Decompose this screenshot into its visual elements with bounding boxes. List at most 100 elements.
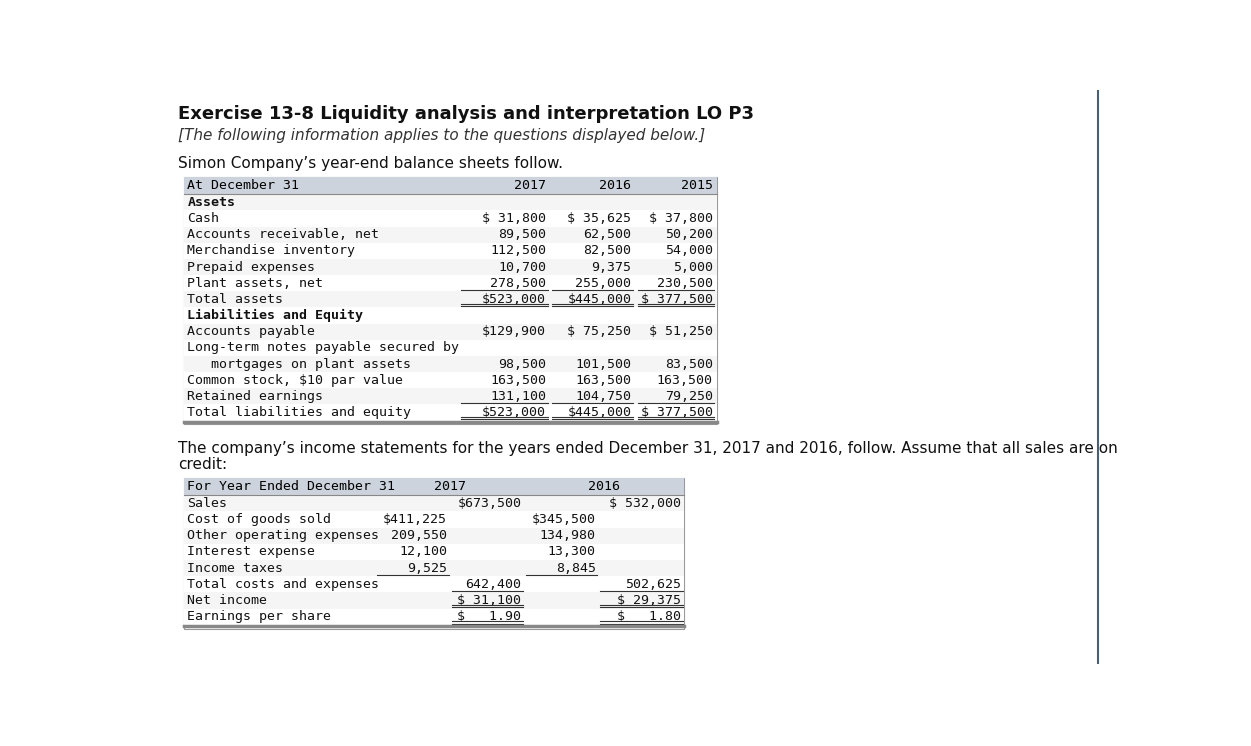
Text: 79,250: 79,250 — [664, 390, 713, 403]
Text: Cash: Cash — [188, 212, 219, 225]
Text: For Year Ended December 31: For Year Ended December 31 — [188, 480, 395, 493]
Bar — [184, 576, 684, 592]
Text: Liabilities and Equity: Liabilities and Equity — [188, 309, 363, 322]
Text: 502,625: 502,625 — [626, 577, 681, 591]
Text: $345,500: $345,500 — [532, 513, 595, 526]
Text: 82,500: 82,500 — [583, 245, 632, 257]
Bar — [184, 609, 684, 624]
Text: 2016: 2016 — [599, 179, 632, 192]
Text: 98,500: 98,500 — [498, 357, 547, 371]
Text: $411,225: $411,225 — [383, 513, 447, 526]
Bar — [184, 259, 717, 275]
Text: 54,000: 54,000 — [664, 245, 713, 257]
Text: $ 51,250: $ 51,250 — [649, 325, 713, 338]
Text: 112,500: 112,500 — [490, 245, 547, 257]
Text: Income taxes: Income taxes — [188, 562, 284, 574]
Bar — [184, 478, 684, 629]
Bar — [184, 512, 684, 527]
Text: $   1.90: $ 1.90 — [458, 610, 522, 623]
Text: 89,500: 89,500 — [498, 228, 547, 241]
Text: Long-term notes payable secured by: Long-term notes payable secured by — [188, 342, 459, 354]
Text: $ 29,375: $ 29,375 — [617, 594, 681, 607]
Text: $523,000: $523,000 — [482, 293, 547, 306]
Bar — [184, 307, 717, 324]
Text: Assets: Assets — [188, 195, 235, 209]
Text: 642,400: 642,400 — [465, 577, 522, 591]
Text: 9,525: 9,525 — [407, 562, 447, 574]
Bar — [184, 372, 717, 388]
Text: Net income: Net income — [188, 594, 268, 607]
Text: $ 75,250: $ 75,250 — [568, 325, 632, 338]
Text: Simon Company’s year-end balance sheets follow.: Simon Company’s year-end balance sheets … — [178, 156, 563, 171]
Bar — [184, 404, 717, 421]
Text: 2015: 2015 — [681, 179, 713, 192]
Text: Other operating expenses: Other operating expenses — [188, 529, 379, 542]
Text: 255,000: 255,000 — [575, 277, 632, 289]
Text: 209,550: 209,550 — [392, 529, 447, 542]
Text: 62,500: 62,500 — [583, 228, 632, 241]
Text: 278,500: 278,500 — [490, 277, 547, 289]
Text: mortgages on plant assets: mortgages on plant assets — [188, 357, 412, 371]
Text: 134,980: 134,980 — [539, 529, 595, 542]
Text: 163,500: 163,500 — [575, 374, 632, 386]
Bar — [184, 339, 717, 356]
Text: $523,000: $523,000 — [482, 406, 547, 419]
Text: Prepaid expenses: Prepaid expenses — [188, 260, 315, 274]
Text: $   1.80: $ 1.80 — [617, 610, 681, 623]
Text: 163,500: 163,500 — [490, 374, 547, 386]
Bar — [184, 291, 717, 307]
Text: 50,200: 50,200 — [664, 228, 713, 241]
Text: $ 377,500: $ 377,500 — [641, 293, 713, 306]
Text: 10,700: 10,700 — [498, 260, 547, 274]
Text: $ 532,000: $ 532,000 — [609, 497, 681, 510]
Bar — [184, 560, 684, 576]
Text: Cost of goods sold: Cost of goods sold — [188, 513, 332, 526]
Text: Exercise 13-8 Liquidity analysis and interpretation LO P3: Exercise 13-8 Liquidity analysis and int… — [178, 105, 754, 123]
Text: [The following information applies to the questions displayed below.]: [The following information applies to th… — [178, 128, 706, 143]
Bar — [184, 324, 717, 339]
Text: $ 31,800: $ 31,800 — [482, 212, 547, 225]
Text: Sales: Sales — [188, 497, 228, 510]
Text: Interest expense: Interest expense — [188, 545, 315, 559]
Text: Total costs and expenses: Total costs and expenses — [188, 577, 379, 591]
Text: $ 31,100: $ 31,100 — [458, 594, 522, 607]
Text: $673,500: $673,500 — [458, 497, 522, 510]
Text: 2016: 2016 — [588, 480, 620, 493]
Text: 2017: 2017 — [514, 179, 547, 192]
Text: $ 37,800: $ 37,800 — [649, 212, 713, 225]
Text: 8,845: 8,845 — [555, 562, 595, 574]
Text: At December 31: At December 31 — [188, 179, 299, 192]
Text: 9,375: 9,375 — [592, 260, 632, 274]
Text: Accounts payable: Accounts payable — [188, 325, 315, 338]
Text: Plant assets, net: Plant assets, net — [188, 277, 323, 289]
Text: credit:: credit: — [178, 457, 228, 471]
Bar — [184, 592, 684, 609]
Bar — [184, 527, 684, 544]
Bar — [184, 356, 717, 372]
Text: 101,500: 101,500 — [575, 357, 632, 371]
Bar — [184, 178, 717, 194]
Bar — [184, 194, 717, 210]
Text: 163,500: 163,500 — [657, 374, 713, 386]
Text: 131,100: 131,100 — [490, 390, 547, 403]
Text: Merchandise inventory: Merchandise inventory — [188, 245, 355, 257]
Text: 230,500: 230,500 — [657, 277, 713, 289]
Text: Total assets: Total assets — [188, 293, 284, 306]
Text: $445,000: $445,000 — [568, 293, 632, 306]
Text: 2017: 2017 — [434, 480, 467, 493]
Bar — [184, 178, 717, 424]
Text: $ 377,500: $ 377,500 — [641, 406, 713, 419]
Text: Common stock, $10 par value: Common stock, $10 par value — [188, 374, 403, 386]
Text: $129,900: $129,900 — [482, 325, 547, 338]
Bar — [184, 227, 717, 242]
Bar — [184, 478, 684, 495]
Bar — [184, 210, 717, 227]
Text: 5,000: 5,000 — [673, 260, 713, 274]
Text: 13,300: 13,300 — [548, 545, 595, 559]
Text: 12,100: 12,100 — [399, 545, 447, 559]
Bar — [184, 275, 717, 291]
Text: Retained earnings: Retained earnings — [188, 390, 323, 403]
Text: The company’s income statements for the years ended December 31, 2017 and 2016, : The company’s income statements for the … — [178, 442, 1118, 457]
Bar — [184, 242, 717, 259]
Bar — [184, 495, 684, 512]
